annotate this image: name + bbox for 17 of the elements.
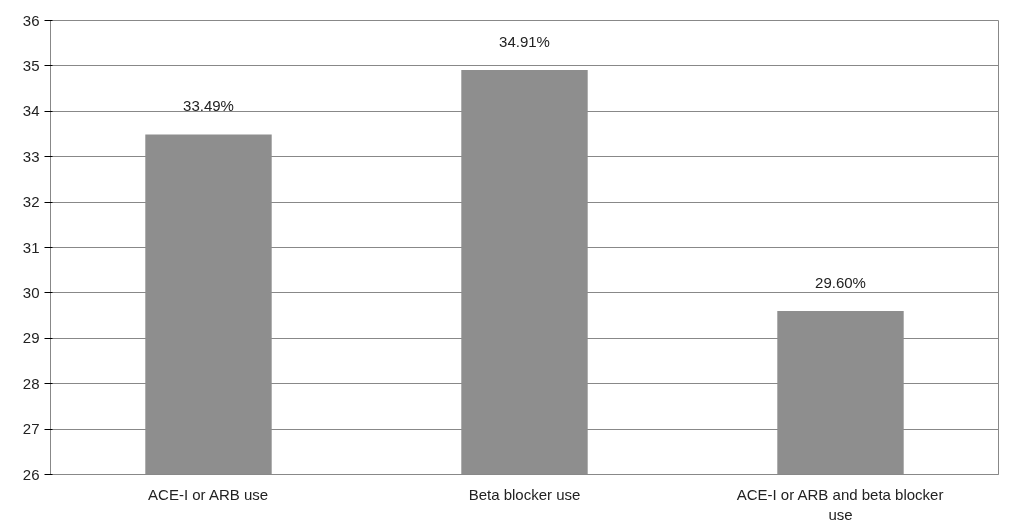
data-label: 34.91%	[499, 32, 550, 50]
x-tick-label: Beta blocker use	[468, 485, 581, 503]
y-tick-label: 36	[22, 11, 40, 29]
x-tick-label: ACE-I or ARB and beta blocker use	[736, 485, 944, 523]
y-tick-label: 34	[22, 102, 40, 120]
y-tick-label: 35	[22, 56, 40, 74]
y-tick-label: 29	[22, 329, 40, 347]
y-tick-label: 31	[22, 238, 40, 256]
data-label: 33.49%	[183, 97, 234, 115]
y-tick-label: 28	[22, 374, 40, 392]
x-tick-label: ACE-I or ARB use	[148, 485, 269, 503]
y-tick-label: 26	[22, 465, 40, 483]
y-tick-label: 30	[22, 283, 40, 301]
y-tick-label: 33	[22, 147, 40, 165]
y-tick-label: 32	[22, 193, 40, 211]
data-label: 29.60%	[815, 274, 866, 292]
y-tick-label: 27	[22, 420, 40, 438]
